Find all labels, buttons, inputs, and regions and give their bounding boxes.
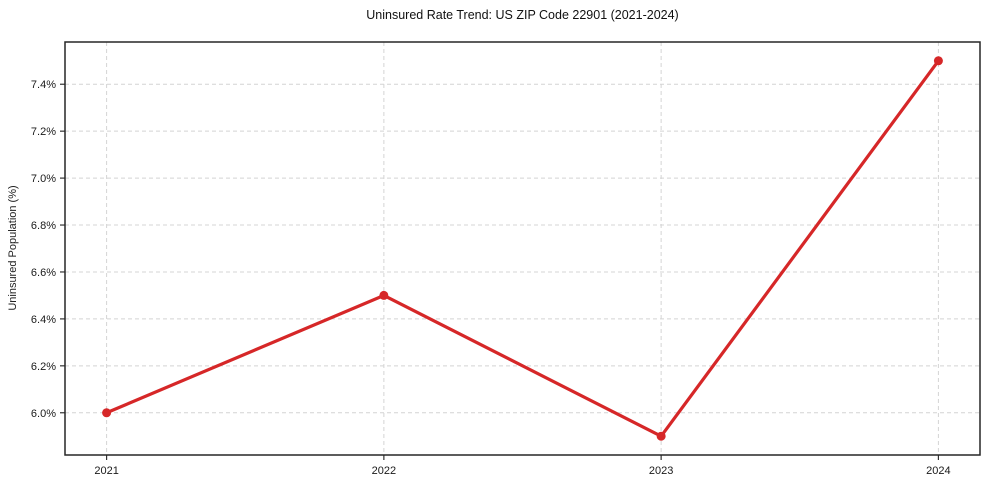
data-point-marker: [656, 431, 666, 441]
y-tick-label: 6.6%: [31, 267, 56, 279]
axes-frame: [64, 41, 981, 456]
y-tick-label: 7.2%: [31, 126, 56, 138]
y-tick-label: 6.0%: [31, 408, 56, 420]
data-point-marker: [379, 290, 389, 300]
x-tick-label: 2022: [372, 465, 396, 477]
x-tick-label: 2023: [649, 465, 673, 477]
data-point-marker: [102, 408, 112, 418]
y-tick-label: 6.4%: [31, 314, 56, 326]
data-point-marker: [933, 56, 943, 66]
y-tick-label: 7.4%: [31, 79, 56, 91]
trend-line: [104, 59, 941, 438]
y-tick-label: 6.2%: [31, 361, 56, 373]
y-tick-label: 7.0%: [31, 173, 56, 185]
x-tick-label: 2024: [926, 465, 950, 477]
x-tick-label: 2021: [94, 465, 118, 477]
y-tick-label: 6.8%: [31, 220, 56, 232]
chart-title: Uninsured Rate Trend: US ZIP Code 22901 …: [366, 8, 679, 22]
